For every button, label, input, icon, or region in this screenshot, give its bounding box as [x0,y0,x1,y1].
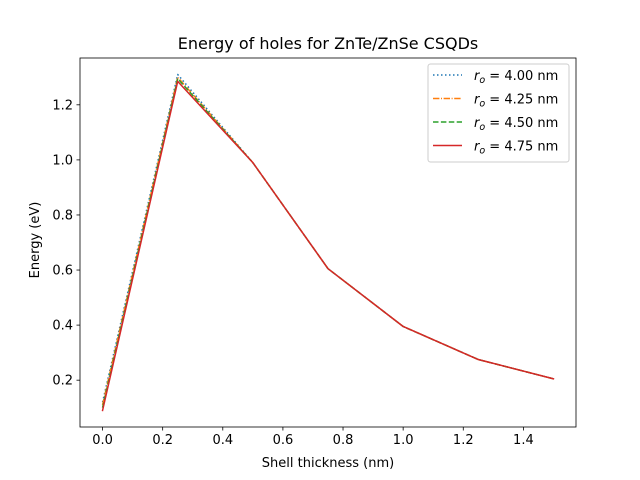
x-tick-label: 1.4 [513,433,534,448]
legend-label-0: ro = 4.00 nm [474,69,558,86]
legend-label-value: = 4.50 nm [485,116,558,131]
y-tick-label: 0.2 [52,374,73,389]
x-tick-label: 0.2 [152,433,173,448]
legend-box [427,63,570,163]
legend-label-value: = 4.75 nm [485,140,558,155]
y-tick-label: 0.8 [52,208,73,223]
y-tick-label: 1.2 [52,98,73,113]
x-axis-title: Shell thickness (nm) [262,456,394,471]
series-line-0 [101,73,554,403]
axes: 0.0 0.2 0.4 0.6 0.8 1.0 1.2 1.4 0.2 0.4 0.6 0.8 1.0 1… [52,57,577,448]
chart-title: Energy of holes for ZnTe/ZnSe CSQDs [178,34,479,53]
legend-label-var: r [474,140,481,155]
y-tick-label: 1.0 [52,153,73,168]
legend-label-1: ro = 4.25 nm [474,93,558,110]
legend-label-2: ro = 4.50 nm [474,116,558,133]
x-tick-label: 0.6 [273,433,294,448]
x-tick-label: 0.4 [212,433,233,448]
legend-label-sub: o [479,75,485,86]
legend-label-sub: o [479,99,485,110]
legend-label-var: r [474,116,481,131]
y-axis-title: Energy (eV) [28,202,43,279]
legend-label-var: r [474,93,481,108]
series-line-3 [101,80,555,412]
legend-label-value: = 4.25 nm [485,93,558,108]
legend-label-var: r [474,69,481,84]
plot-area [101,73,555,412]
y-tick-label: 0.6 [52,264,73,279]
x-tick-label: 1.2 [453,433,474,448]
legend-label-sub: o [479,122,485,133]
legend-label-3: ro = 4.75 nm [474,140,558,157]
x-tick-label: 0.0 [92,433,113,448]
axes-frame [79,57,577,428]
x-tick-label: 1.0 [393,433,414,448]
y-tick-label: 0.4 [52,319,73,334]
legend-label-sub: o [479,146,485,157]
x-tick-label: 0.8 [333,433,354,448]
legend-label-value: = 4.00 nm [485,69,558,84]
